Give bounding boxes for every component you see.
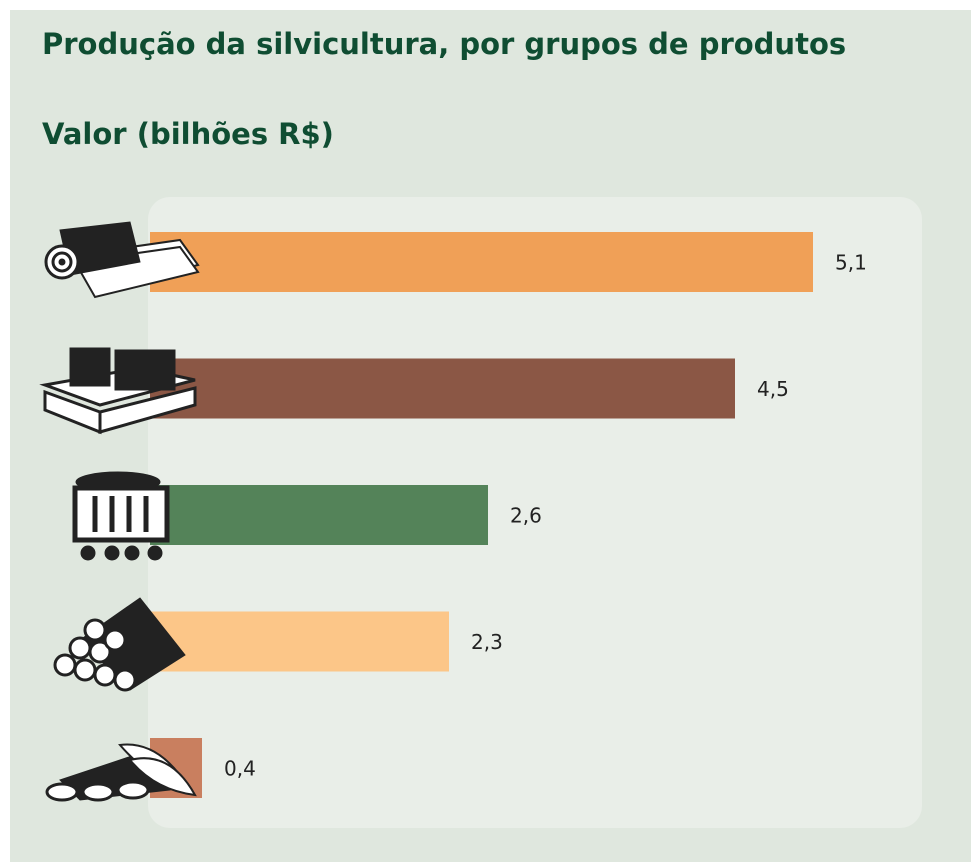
bars: 5,1 4,5 2,6 2,3 0,4 bbox=[150, 232, 867, 798]
icon-coal bbox=[72, 471, 170, 561]
bar bbox=[150, 485, 488, 545]
bar bbox=[150, 611, 449, 672]
value-label: 5,1 bbox=[835, 251, 867, 275]
value-label: 0,4 bbox=[224, 757, 256, 781]
bar bbox=[150, 232, 813, 292]
icon-logs bbox=[53, 597, 186, 692]
icons bbox=[39, 221, 200, 802]
value-label: 2,6 bbox=[510, 504, 542, 528]
value-label: 2,3 bbox=[471, 630, 503, 654]
icon-pallet bbox=[39, 347, 197, 435]
icon-paper bbox=[44, 221, 200, 299]
chart-subtitle: Valor (bilhões R$) bbox=[42, 117, 334, 151]
chart-title: Produção da silvicultura, por grupos de … bbox=[42, 27, 846, 61]
bar bbox=[150, 358, 735, 419]
value-label: 4,5 bbox=[757, 377, 789, 401]
icon-leaves bbox=[45, 743, 197, 802]
